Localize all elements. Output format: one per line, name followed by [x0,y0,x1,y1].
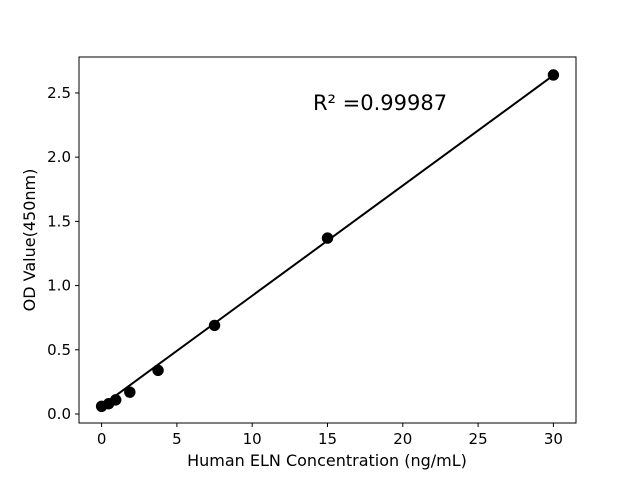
data-point [110,394,122,406]
y-tick-label: 0.0 [47,405,71,423]
chart-plot-area: 0 5 10 15 20 25 30 0.0 0.5 1.0 1.5 2.0 2.5 [47,56,577,448]
data-point [124,386,136,398]
data-point [321,232,334,244]
y-tick-label: 2.5 [47,84,71,102]
x-tick-label: 30 [544,430,563,448]
x-tick-label: 25 [469,430,488,448]
x-tick-label: 10 [243,430,262,448]
y-tick-label: 0.5 [47,341,71,359]
y-axis-label: OD Value(450nm) [20,169,39,312]
data-point [208,319,221,332]
x-tick-label: 0 [97,430,107,448]
x-axis-label: Human ELN Concentration (ng/mL) [187,451,467,470]
data-point [547,69,560,81]
x-tick-label: 5 [172,430,182,448]
y-tick-label: 1.5 [47,212,71,230]
x-tick-label: 20 [393,430,412,448]
x-tick-label: 15 [318,430,337,448]
y-tick-label: 1.0 [47,277,71,295]
r-squared-annotation: R² =0.99987 [313,91,447,115]
y-tick-label: 2.0 [47,148,71,166]
data-point [152,364,164,377]
